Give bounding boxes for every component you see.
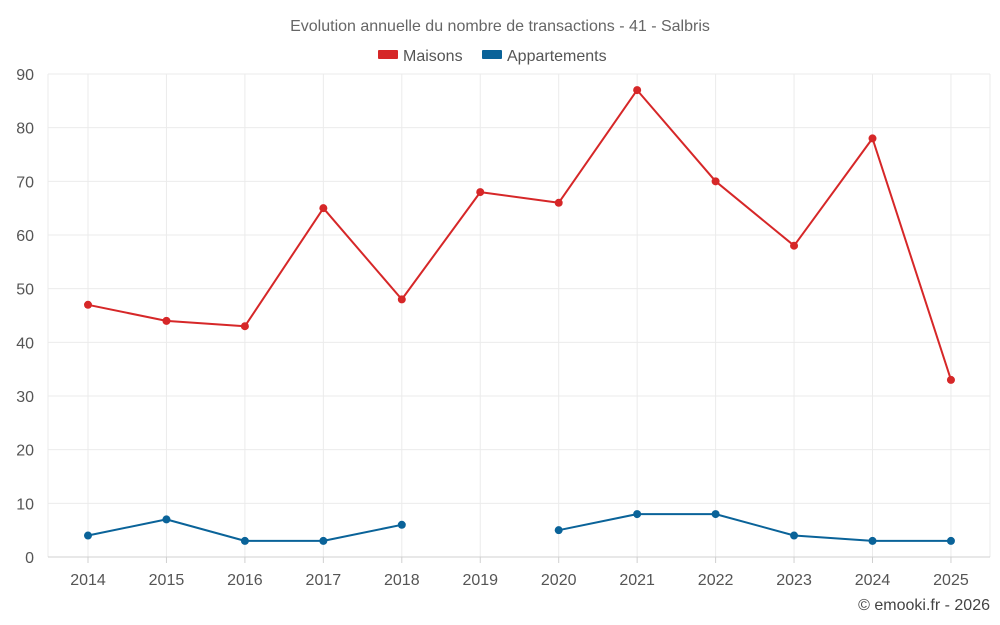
- y-tick-label: 50: [16, 282, 34, 299]
- y-tick-label: 20: [16, 443, 34, 460]
- x-tick-label: 2020: [541, 572, 577, 589]
- data-point[interactable]: [790, 241, 799, 250]
- data-point[interactable]: [946, 375, 955, 384]
- x-tick-label: 2025: [933, 572, 969, 589]
- data-point[interactable]: [554, 526, 563, 535]
- y-tick-label: 30: [16, 389, 34, 406]
- y-tick-label: 60: [16, 228, 34, 245]
- x-tick-label: 2016: [227, 572, 263, 589]
- x-tick-label: 2018: [384, 572, 420, 589]
- data-point[interactable]: [240, 322, 249, 331]
- y-tick-label: 70: [16, 174, 34, 191]
- data-point[interactable]: [868, 134, 877, 143]
- data-point[interactable]: [711, 510, 720, 519]
- data-point[interactable]: [554, 198, 563, 207]
- legend-swatch[interactable]: [482, 50, 502, 59]
- data-point[interactable]: [397, 295, 406, 304]
- grid: [47, 73, 991, 557]
- data-point[interactable]: [240, 536, 249, 545]
- x-tick-label: 2019: [462, 572, 498, 589]
- y-tick-label: 40: [16, 335, 34, 352]
- data-point[interactable]: [84, 300, 92, 309]
- x-tick-label: 2022: [698, 572, 734, 589]
- y-tick-label: 0: [25, 550, 34, 567]
- series-layer: [84, 86, 955, 545]
- data-point[interactable]: [633, 510, 642, 519]
- data-point[interactable]: [397, 520, 406, 529]
- x-tick-label: 2024: [855, 572, 891, 589]
- x-tick-label: 2017: [306, 572, 342, 589]
- series-maisons: [84, 86, 955, 384]
- x-tick-label: 2015: [149, 572, 185, 589]
- x-tick-label: 2023: [776, 572, 812, 589]
- data-point[interactable]: [319, 536, 328, 545]
- data-point[interactable]: [476, 188, 485, 197]
- data-point[interactable]: [790, 531, 799, 540]
- y-tick-label: 10: [16, 496, 34, 513]
- series-appartements: [84, 510, 955, 545]
- chart-title: Evolution annuelle du nombre de transact…: [290, 18, 710, 35]
- series-line: [87, 89, 952, 381]
- x-tick-label: 2021: [619, 572, 655, 589]
- data-point[interactable]: [162, 316, 171, 325]
- axes: 0 10 20 30 40 50 60 70 80 90 2014 2015 2016 2017 2018 2…: [16, 67, 990, 589]
- data-point[interactable]: [946, 536, 955, 545]
- legend-label[interactable]: Appartements: [507, 48, 607, 65]
- data-point[interactable]: [162, 515, 171, 524]
- legend: Maisons Appartements: [378, 48, 607, 65]
- data-point[interactable]: [84, 531, 92, 540]
- legend-label[interactable]: Maisons: [403, 48, 463, 65]
- series-line: [558, 513, 951, 542]
- y-tick-label: 80: [16, 121, 34, 138]
- y-tick-label: 90: [16, 67, 34, 84]
- data-point[interactable]: [319, 204, 328, 213]
- data-point[interactable]: [711, 177, 720, 186]
- credit-text: © emooki.fr - 2026: [858, 597, 990, 614]
- data-point[interactable]: [633, 86, 642, 95]
- x-tick-label: 2014: [70, 572, 106, 589]
- legend-swatch[interactable]: [378, 50, 398, 59]
- data-point[interactable]: [868, 536, 877, 545]
